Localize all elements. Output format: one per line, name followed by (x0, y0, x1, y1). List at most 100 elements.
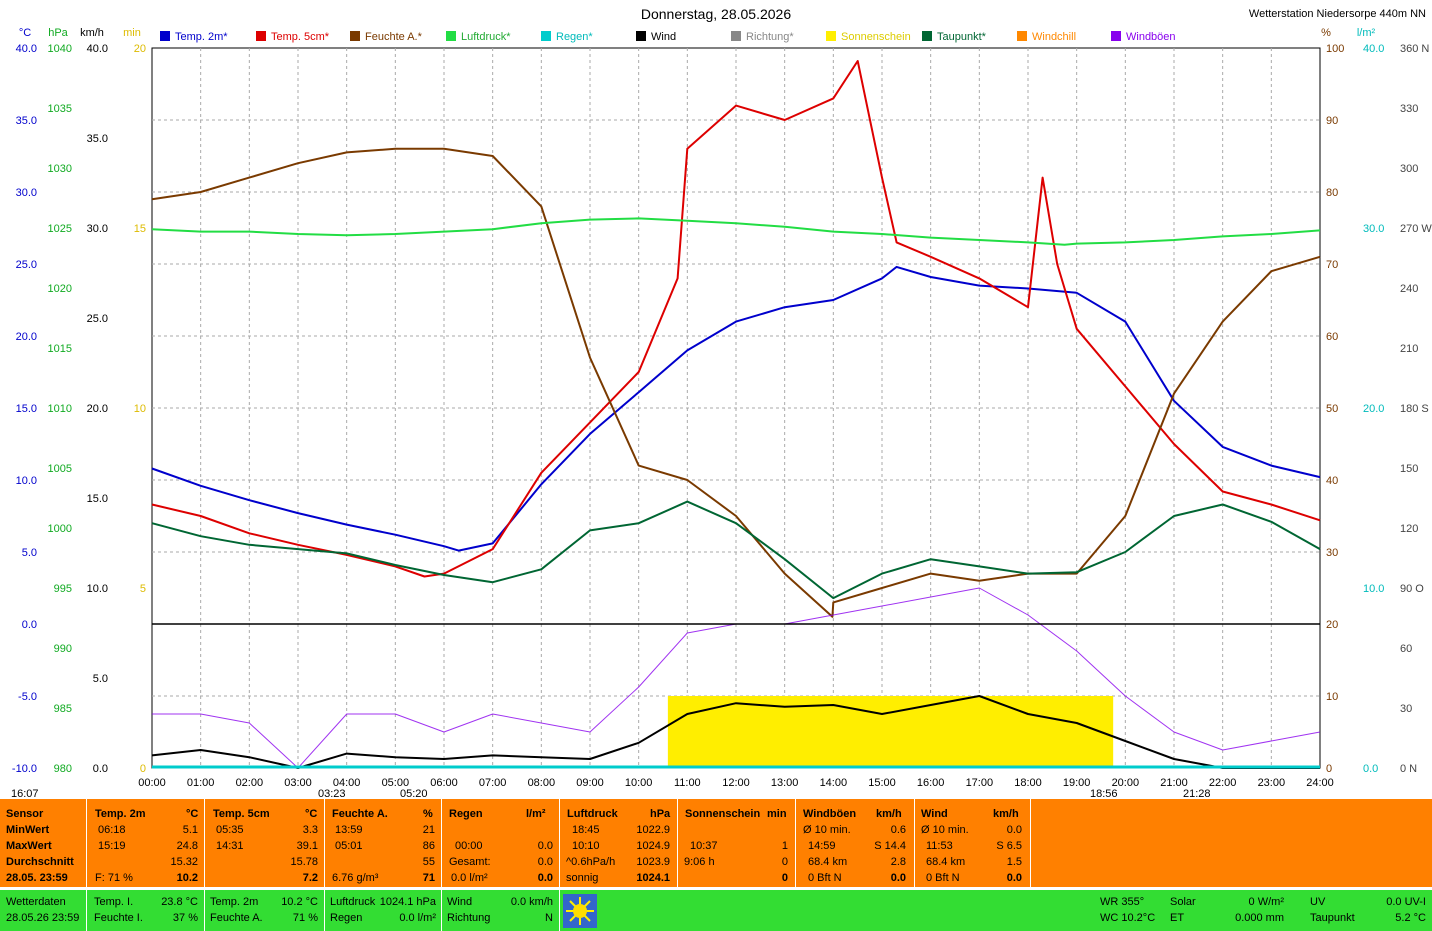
legend-sonnenschein[interactable]: Sonnenschein (826, 31, 911, 43)
luftdruck-now-value: 1024.1 hPa (379, 896, 436, 908)
legend-wind[interactable]: Wind (636, 31, 676, 43)
y-tick-celsius: 15.0 (16, 403, 37, 415)
luftdruck-min-time: 18:45 (572, 824, 600, 836)
legend-temp5cm[interactable]: Temp. 5cm* (256, 31, 329, 43)
solar-label: Solar (1170, 896, 1196, 908)
legend-windchill[interactable]: Windchill (1017, 31, 1076, 43)
y-tick-lm2: 0.0 (1363, 763, 1378, 775)
stats-panel: Sensor MinWert MaxWert Durchschnitt 28.0… (0, 799, 1432, 887)
legend-regen[interactable]: Regen* (541, 31, 593, 43)
temp-i-value: 23.8 °C (161, 896, 198, 908)
temp5cm-avg: 15.78 (290, 856, 318, 868)
station-name: Wetterstation Niedersorpe 440m NN (1248, 8, 1426, 20)
wind-footer: 0.0 (1006, 872, 1022, 884)
y-tick-deg: 360 N (1400, 43, 1429, 55)
y-tick-hpa: 995 (54, 583, 72, 595)
temp5cm-min-time: 05:35 (216, 824, 244, 836)
richtung-now-value: N (545, 912, 553, 924)
y-tick-deg: 90 O (1400, 583, 1424, 595)
y-tick-hpa: 1040 (48, 43, 72, 55)
x-tick-label: 05:00 (382, 777, 410, 789)
x-tick-label: 13:00 (771, 777, 799, 789)
time-mark: 21:28 (1183, 788, 1211, 800)
y-tick-hpa: 1035 (48, 103, 72, 115)
y-tick-pct: 70 (1326, 259, 1338, 271)
x-tick-label: 24:00 (1306, 777, 1334, 789)
boeen-r2: S 14.4 (874, 840, 906, 852)
taupunkt-now-value: 5.2 °C (1395, 912, 1426, 924)
legend-temp2m[interactable]: Temp. 2m* (160, 31, 228, 43)
sonne-unit: min (767, 808, 787, 820)
sensor-min: MinWert (6, 824, 50, 836)
luftdruck-unit: hPa (650, 808, 671, 820)
legend-windboeen[interactable]: Windböen (1111, 31, 1176, 43)
x-tick-label: 09:00 (576, 777, 604, 789)
y-tick-pct: 60 (1326, 331, 1338, 343)
unit-celsius: °C (19, 27, 31, 39)
y-tick-deg: 150 (1400, 463, 1418, 475)
sonne-r2-label: 9:06 h (684, 856, 715, 868)
y-tick-celsius: -10.0 (12, 763, 37, 775)
y-tick-kmh: 35.0 (87, 133, 108, 145)
wind-now-value: 0.0 km/h (510, 896, 553, 908)
regen-now-value: 0.0 l/m² (399, 912, 436, 924)
regen-footer-label: 0.0 l/m² (451, 872, 488, 884)
luftdruck-min: 1022.9 (636, 824, 670, 836)
y-tick-min: 10 (134, 403, 146, 415)
temp5cm-header: Temp. 5cm (213, 808, 270, 820)
y-tick-deg: 60 (1400, 643, 1412, 655)
feuchte-a-now-value: 71 % (292, 912, 318, 924)
sunshine-bar (667, 696, 1114, 768)
temp5cm-max: 39.1 (296, 840, 318, 852)
y-tick-kmh: 0.0 (93, 763, 108, 775)
temp2m-footer: 10.2 (176, 872, 198, 884)
feuchte-footer: 71 (422, 872, 435, 884)
y-tick-min: 20 (134, 43, 146, 55)
x-tick-label: 06:00 (430, 777, 458, 789)
boeen-r3-label: 68.4 km (808, 856, 848, 868)
solar-value: 0 W/m² (1248, 896, 1284, 908)
y-tick-hpa: 1030 (48, 163, 72, 175)
luftdruck-avg-label: ^0.6hPa/h (566, 856, 616, 868)
uv-label: UV (1310, 896, 1326, 908)
regen-r1: 0.0 (537, 840, 553, 852)
y-tick-celsius: 30.0 (16, 187, 37, 199)
y-tick-min: 0 (140, 763, 146, 775)
temp5cm-unit: °C (305, 808, 318, 820)
temp5cm-max-time: 14:31 (216, 840, 244, 852)
y-tick-deg: 180 S (1400, 403, 1429, 415)
wind-r3: 1.5 (1006, 856, 1022, 868)
x-tick-label: 04:00 (333, 777, 361, 789)
sensor-footer: 28.05. 23:59 (6, 872, 68, 884)
legend-taupunkt[interactable]: Taupunkt* (922, 31, 986, 43)
y-tick-celsius: 0.0 (22, 619, 37, 631)
et-label: ET (1170, 912, 1185, 924)
y-tick-pct: 30 (1326, 547, 1338, 559)
x-tick-label: 19:00 (1063, 777, 1091, 789)
y-tick-kmh: 40.0 (87, 43, 108, 55)
feuchte-unit: % (423, 808, 433, 820)
y-tick-pct: 10 (1326, 691, 1338, 703)
y-tick-celsius: 10.0 (16, 475, 37, 487)
y-tick-deg: 330 (1400, 103, 1418, 115)
y-tick-deg: 300 (1400, 163, 1418, 175)
temp2m-avg: 15.32 (170, 856, 198, 868)
y-tick-celsius: 5.0 (22, 547, 37, 559)
y-tick-lm2: 40.0 (1363, 43, 1384, 55)
boeen-unit: km/h (876, 808, 902, 820)
legend-feuchte[interactable]: Feuchte A.* (350, 31, 422, 43)
luftdruck-footer-label: sonnig (566, 872, 599, 884)
boeen-footer-label: 0 Bft N (808, 872, 842, 884)
legend-richtung[interactable]: Richtung* (731, 31, 794, 43)
temp5cm-footer: 7.2 (302, 872, 318, 884)
temp-i-label: Temp. I. (94, 896, 134, 908)
feuchte-max-time: 05:01 (335, 840, 363, 852)
uv-value: 0.0 UV-I (1386, 896, 1426, 908)
temp5cm-min: 3.3 (302, 824, 318, 836)
luftdruck-max-time: 10:10 (572, 840, 600, 852)
legend-luftdruck[interactable]: Luftdruck* (446, 31, 511, 43)
weather-chart: 00:00 01:00 02:00 03:00 04:00 05:00 06:00 07:00… (11, 27, 1432, 800)
temp2m-footer-label: F: 71 % (95, 872, 133, 884)
time-mark: 05:20 (400, 788, 428, 800)
feuchte-min: 21 (422, 824, 435, 836)
